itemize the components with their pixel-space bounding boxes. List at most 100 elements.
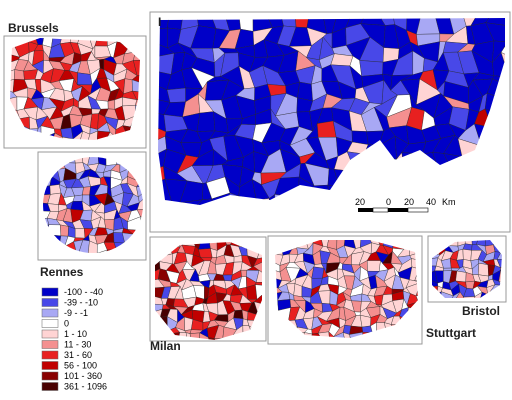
legend-swatch bbox=[41, 361, 59, 370]
map-cell bbox=[425, 308, 433, 318]
map-cell bbox=[253, 292, 262, 305]
map-cell bbox=[440, 291, 454, 298]
legend-label: -39 - -10 bbox=[64, 298, 98, 308]
map-cell bbox=[255, 270, 262, 283]
map-cell bbox=[441, 302, 451, 308]
map-cell bbox=[359, 60, 384, 77]
map-cell bbox=[193, 347, 201, 352]
map-cell bbox=[225, 345, 233, 352]
legend-swatch bbox=[41, 287, 59, 297]
map-cell bbox=[14, 69, 25, 80]
map-cell bbox=[317, 120, 337, 138]
scale-segment bbox=[388, 208, 408, 212]
map-cell bbox=[293, 283, 303, 298]
map-cell bbox=[415, 295, 418, 303]
map-cell bbox=[107, 99, 115, 110]
map-cell bbox=[216, 345, 228, 352]
map-cell bbox=[209, 344, 217, 353]
legend-label: 361 - 1096 bbox=[64, 382, 107, 392]
map-cell bbox=[496, 248, 502, 260]
map-cell bbox=[359, 314, 372, 328]
map-cell bbox=[49, 184, 62, 195]
map-cell bbox=[257, 344, 266, 352]
main-map-label: I bbox=[158, 15, 161, 29]
map-region bbox=[158, 18, 505, 205]
map-cell bbox=[450, 291, 461, 298]
map-cell bbox=[99, 59, 105, 70]
map-cell bbox=[462, 249, 472, 261]
scale-label: 40 bbox=[426, 197, 436, 207]
map-cell bbox=[461, 296, 476, 298]
map-cell bbox=[233, 309, 244, 319]
map-cell bbox=[255, 284, 262, 300]
scale-bar: 20 0 20 40 Km bbox=[355, 197, 456, 213]
map-cell bbox=[253, 257, 262, 267]
map-cell bbox=[500, 302, 507, 308]
map-cell bbox=[240, 270, 248, 277]
map-cell bbox=[189, 332, 200, 340]
map-cell bbox=[88, 240, 98, 253]
map-cell bbox=[474, 291, 483, 298]
map-cell bbox=[333, 332, 346, 338]
map-cell bbox=[310, 344, 324, 350]
map-cell bbox=[496, 258, 502, 268]
map-cell bbox=[253, 260, 262, 274]
scale-label: 20 bbox=[404, 197, 414, 207]
map-cell bbox=[500, 265, 502, 276]
legend-swatch bbox=[41, 319, 59, 328]
map-cell bbox=[506, 242, 512, 252]
panel-label: Rennes bbox=[40, 265, 84, 279]
legend-swatch bbox=[41, 382, 59, 391]
map-cell bbox=[198, 248, 213, 258]
map-cell bbox=[136, 208, 143, 221]
map-cell bbox=[198, 332, 211, 340]
legend-label: 0 bbox=[64, 319, 69, 329]
scale-label: 0 bbox=[386, 197, 391, 207]
scale-label: 20 bbox=[355, 197, 365, 207]
map-cells bbox=[10, 18, 512, 353]
map-cell bbox=[311, 266, 325, 279]
map-cell bbox=[455, 270, 467, 283]
map-cell bbox=[426, 316, 433, 326]
map-cell bbox=[485, 22, 505, 43]
map-cell bbox=[77, 72, 93, 86]
map-cell bbox=[492, 52, 505, 78]
legend-swatch bbox=[41, 329, 59, 339]
map-cell bbox=[185, 343, 193, 352]
scale-segment bbox=[358, 208, 373, 212]
map-cell bbox=[241, 343, 251, 352]
legend-label: 11 - 30 bbox=[64, 340, 91, 350]
map-cell bbox=[506, 249, 512, 259]
map-cell bbox=[104, 260, 114, 267]
map-cell bbox=[136, 199, 143, 210]
map-cell bbox=[82, 186, 91, 196]
map-cell bbox=[75, 228, 86, 239]
map-cell bbox=[500, 40, 505, 60]
scale-segment bbox=[372, 207, 389, 213]
map-cell bbox=[208, 337, 217, 340]
panel-label: Brussels bbox=[8, 21, 59, 35]
map-cell bbox=[85, 130, 98, 140]
map-cell bbox=[454, 291, 464, 298]
legend-swatch bbox=[41, 308, 59, 318]
map-cell bbox=[485, 18, 505, 26]
map-cell bbox=[367, 260, 381, 272]
legend-swatch bbox=[41, 350, 59, 360]
map-cell bbox=[506, 238, 512, 245]
scale-unit: Km bbox=[442, 197, 456, 207]
legend-label: -9 - -1 bbox=[64, 308, 88, 318]
map-cell bbox=[405, 279, 418, 288]
map-cell bbox=[425, 342, 433, 350]
legend-swatch bbox=[41, 298, 59, 307]
map-cell bbox=[406, 293, 418, 306]
map-cell bbox=[506, 286, 512, 295]
scale-segment bbox=[407, 207, 429, 213]
legend-label: 56 - 100 bbox=[64, 361, 97, 371]
legend-label: -100 - -40 bbox=[64, 287, 103, 297]
panel-label: Stuttgart bbox=[426, 326, 476, 340]
map-cell bbox=[89, 260, 100, 267]
map-cell bbox=[70, 201, 84, 211]
map-cell bbox=[60, 224, 69, 237]
